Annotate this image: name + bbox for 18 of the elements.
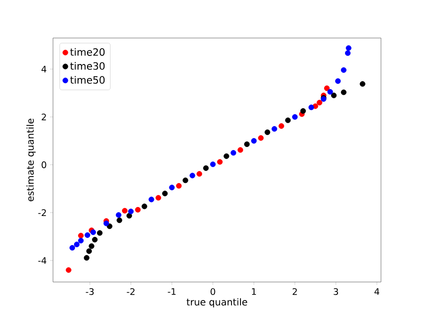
y-tick-label: 0 [42,161,46,168]
y-axis-title: estimate quantile [26,118,36,202]
legend-label: time30 [70,62,105,70]
x-tick-label: -1 [168,288,176,295]
y-tick-label: 2 [42,114,46,120]
y-tick-label: 4 [42,66,46,72]
x-tick-label: -3 [86,288,94,296]
y-tick-label: -4 [38,257,46,264]
x-axis-title: true quantile [186,298,248,308]
x-tick-label: 4 [374,288,380,295]
y-tick-label: -2 [38,209,46,216]
legend-label: time50 [70,76,105,84]
x-tick-label: 3 [334,288,338,296]
x-tick-label: 1 [252,288,256,295]
x-tick-label: 2 [292,288,297,295]
x-tick-label: 0 [210,288,216,296]
legend-label: time20 [70,48,105,56]
x-tick-label: -2 [126,288,134,295]
